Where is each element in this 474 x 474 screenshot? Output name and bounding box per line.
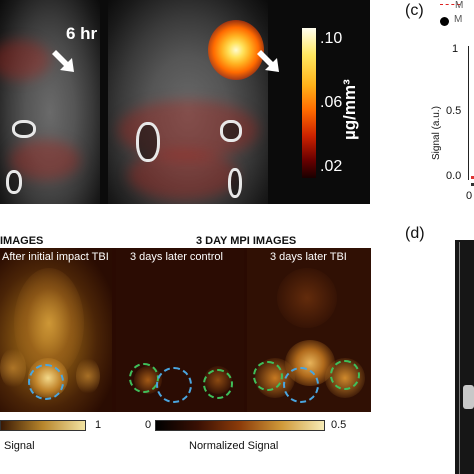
- colorbar-tick: .06: [320, 94, 343, 111]
- roi-circle-green: [330, 360, 360, 390]
- concentration-colorbar: [302, 28, 316, 178]
- image-caption: After initial impact TBI: [2, 251, 109, 263]
- photo-edge: [459, 242, 460, 474]
- signal-blob: [0, 348, 26, 388]
- y-axis-label: Signal (a.u.): [431, 106, 442, 160]
- colorbar-max: 0.5: [331, 419, 347, 431]
- colorbar-tick: .02: [320, 158, 343, 175]
- roi-circle-green: [129, 363, 159, 393]
- colorbar-max: 1: [95, 419, 102, 431]
- legend-dot: [440, 17, 449, 26]
- legend-entry: M: [455, 0, 464, 11]
- y-tick: 0.5: [446, 105, 462, 117]
- images-heading: IMAGES: [0, 235, 44, 247]
- arrow-icon: [257, 50, 279, 72]
- colorbar-label: Signal: [4, 440, 35, 452]
- normalized-signal-colorbar: [155, 420, 325, 431]
- roi-circle-blue: [156, 367, 192, 403]
- y-axis: [468, 46, 469, 180]
- photo-object: [463, 385, 474, 409]
- data-point: [471, 183, 474, 186]
- data-point: [471, 176, 474, 179]
- bone-outline: [228, 168, 242, 198]
- ct-image-right: [108, 0, 268, 204]
- time-label: 6 hr: [66, 24, 98, 43]
- y-tick: 0.0: [446, 170, 462, 182]
- signal-glow: [0, 40, 50, 80]
- image-caption: 3 days later control: [130, 251, 223, 263]
- y-tick: 1: [452, 43, 459, 55]
- mpi-hotspot: [208, 20, 264, 80]
- panel-c-label: (c): [405, 2, 424, 19]
- colorbar-tick: .10: [320, 30, 343, 47]
- roi-circle-blue: [283, 367, 319, 403]
- colorbar-unit: µg/mm³: [340, 79, 359, 140]
- image-caption: 3 days later TBI: [270, 251, 347, 263]
- roi-circle-blue: [28, 364, 64, 400]
- panel-d-label: (d): [405, 225, 425, 242]
- bone-outline: [12, 120, 36, 138]
- bone-outline: [220, 120, 242, 142]
- mpi-image-initial: [0, 248, 112, 412]
- signal-blob: [277, 268, 337, 328]
- three-day-heading: 3 DAY MPI IMAGES: [196, 235, 297, 247]
- signal-blob: [76, 358, 100, 394]
- roi-circle-green: [253, 361, 283, 391]
- arrow-icon: [52, 50, 74, 72]
- bone-outline: [6, 170, 22, 194]
- photo-panel-d: [455, 240, 474, 474]
- bone-outline: [136, 122, 160, 162]
- ct-image-left: [0, 0, 100, 204]
- colorbar-label: Normalized Signal: [189, 440, 279, 452]
- legend-entry: M: [454, 14, 463, 25]
- x-tick: 0: [466, 190, 473, 202]
- ct-mpi-image-panel: 6 hr .10 .06 .02 µg/mm³: [0, 0, 370, 204]
- roi-circle-green: [203, 369, 233, 399]
- legend-dashed-line: [440, 4, 460, 5]
- signal-colorbar: [0, 420, 86, 431]
- colorbar-min: 0: [145, 419, 152, 431]
- signal-glow: [10, 140, 80, 180]
